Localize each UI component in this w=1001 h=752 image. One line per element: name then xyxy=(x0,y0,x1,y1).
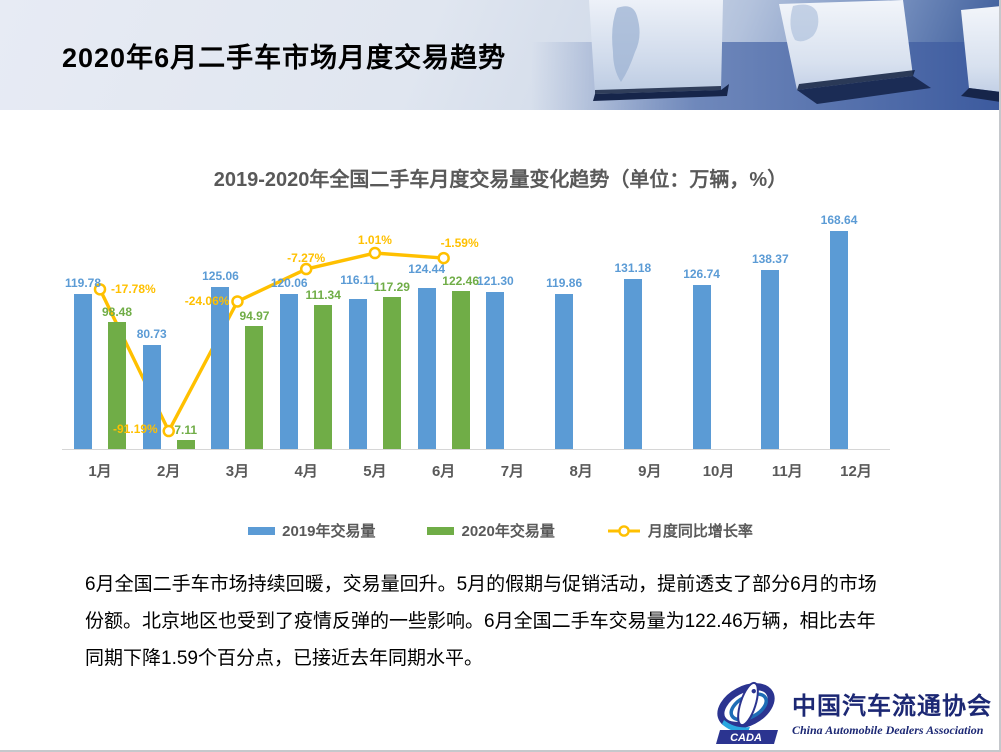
cada-logo-mark: CADA xyxy=(716,681,778,744)
summary-line-3: 同期下降1.59个百分点，已接近去年同期水平。 xyxy=(85,648,483,669)
month-label-10月: 10月 xyxy=(702,463,735,480)
bar-2020-2月 xyxy=(176,439,195,449)
bar-value-2019-7月: 121.30 xyxy=(477,274,514,289)
bar-2019-11月 xyxy=(761,270,780,449)
bar-value-2020-5月: 117.29 xyxy=(373,280,410,295)
growth-marker-2月 xyxy=(162,424,175,438)
summary-line-1: 6月全国二手车市场持续回暖，交易量回升。5月的假期与促销活动，提前透支了部分6月… xyxy=(85,574,877,595)
chart-legend: 2019年交易量 2020年交易量 月度同比增长率 xyxy=(0,520,999,541)
month-label-8月: 8月 xyxy=(569,463,593,480)
growth-marker-4月 xyxy=(299,262,313,276)
bar-2019-1月 xyxy=(74,294,92,449)
summary-line-2: 份额。北京地区也受到了疫情反弹的一些影响。6月全国二手车交易量为122.46万辆… xyxy=(85,611,876,632)
month-label-3月: 3月 xyxy=(225,463,250,480)
bar-2020-1月 xyxy=(108,321,126,449)
cada-logo: CADA 中国汽车流通协会 China Automobile Dealers A… xyxy=(712,678,992,746)
bar-2019-8月 xyxy=(555,294,574,449)
bar-2019-12月 xyxy=(830,231,849,449)
summary-text: 6月全国二手车市场持续回暖，交易量回升。5月的假期与促销活动，提前透支了部分6月… xyxy=(85,566,925,677)
month-label-4月: 4月 xyxy=(294,463,318,480)
month-label-9月: 9月 xyxy=(638,463,662,480)
bar-value-2019-10月: 126.74 xyxy=(683,267,720,282)
legend-label-2019: 2019年交易量 xyxy=(282,523,376,540)
cubes-decoration-image xyxy=(531,0,999,110)
bar-value-2020-1月: 98.48 xyxy=(101,304,133,319)
month-label-2月: 2月 xyxy=(157,463,181,480)
growth-label-3月: -24.06% xyxy=(184,294,230,309)
legend-item-2019: 2019年交易量 xyxy=(248,520,375,541)
bar-value-2019-9月: 131.18 xyxy=(614,261,652,276)
bar-2019-5月 xyxy=(348,298,367,449)
legend-label-growth: 月度同比增长率 xyxy=(647,523,753,540)
org-name-english: China Automobile Dealers Association xyxy=(792,723,984,737)
month-label-5月: 5月 xyxy=(363,463,387,480)
bar-2020-3月 xyxy=(245,326,264,449)
bar-2019-9月 xyxy=(623,279,642,449)
month-label-6月: 6月 xyxy=(431,463,456,480)
bar-2019-7月 xyxy=(486,292,505,449)
cada-logo-abbr: CADA xyxy=(730,732,762,744)
org-name-chinese: 中国汽车流通协会 xyxy=(792,694,992,720)
month-label-11月: 11月 xyxy=(771,463,803,480)
legend-swatch-2019 xyxy=(248,526,276,535)
month-label-7月: 7月 xyxy=(500,463,525,480)
growth-marker-6月 xyxy=(437,251,450,265)
growth-marker-5月 xyxy=(368,246,382,260)
bar-value-2019-11月: 138.37 xyxy=(751,252,789,267)
legend-line-marker-icon xyxy=(607,524,640,537)
growth-label-6月: -1.59% xyxy=(440,236,479,251)
bar-value-2019-1月: 119.78 xyxy=(64,276,102,291)
page-title: 2020年6月二手车市场月度交易趋势 xyxy=(62,43,507,73)
bar-value-2019-2月: 80.73 xyxy=(136,326,167,341)
bar-value-2020-3月: 94.97 xyxy=(239,309,270,324)
growth-label-1月: -17.78% xyxy=(111,282,156,297)
legend-swatch-2020 xyxy=(427,526,455,535)
bar-2019-10月 xyxy=(692,285,711,449)
bar-2019-4月 xyxy=(280,293,299,449)
bar-2020-5月 xyxy=(382,297,401,449)
bar-2020-6月 xyxy=(451,290,470,449)
slide-header: 2020年6月二手车市场月度交易趋势 xyxy=(0,0,999,110)
month-label-1月: 1月 xyxy=(88,463,112,480)
growth-marker-1月 xyxy=(93,283,107,296)
bar-2019-3月 xyxy=(211,287,230,449)
growth-label-4月: -7.27% xyxy=(287,251,326,266)
growth-label-5月: 1.01% xyxy=(357,233,392,248)
bar-value-2020-6月: 122.46 xyxy=(442,273,479,288)
bar-value-2019-4月: 120.06 xyxy=(270,275,308,290)
bar-value-2019-5月: 116.11 xyxy=(340,272,376,287)
bar-value-2019-3月: 125.06 xyxy=(202,269,239,284)
bar-value-2020-4月: 111.34 xyxy=(305,288,341,303)
legend-item-growth: 月度同比增长率 xyxy=(607,520,753,541)
bar-value-2019-12月: 168.64 xyxy=(820,213,858,228)
legend-label-2020: 2020年交易量 xyxy=(461,523,555,540)
bar-value-2019-6月: 124.44 xyxy=(408,262,445,277)
bar-value-2020-2月: 7.11 xyxy=(174,422,198,437)
bar-2019-2月 xyxy=(142,344,161,449)
bar-2019-6月 xyxy=(417,288,436,449)
growth-label-2月: -91.19% xyxy=(113,422,158,437)
growth-marker-3月 xyxy=(231,295,244,308)
bar-value-2019-8月: 119.86 xyxy=(546,276,583,291)
legend-item-2020: 2020年交易量 xyxy=(427,520,555,541)
chart-title: 2019-2020年全国二手车月度交易量变化趋势（单位：万辆，%） xyxy=(213,169,788,191)
x-axis-line xyxy=(62,449,890,450)
month-label-12月: 12月 xyxy=(840,463,872,480)
bar-2020-4月 xyxy=(314,305,333,449)
